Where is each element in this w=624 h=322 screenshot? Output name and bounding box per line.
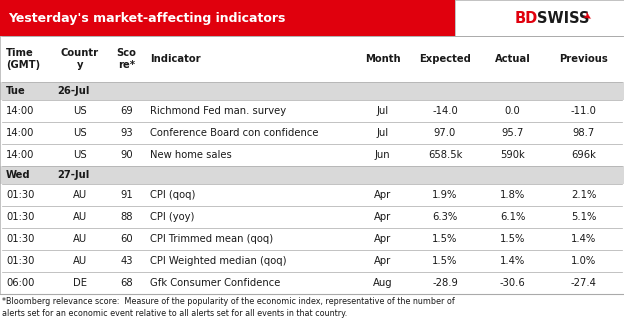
Text: 14:00: 14:00: [6, 106, 34, 116]
Text: CPI (qoq): CPI (qoq): [150, 190, 195, 200]
Text: 1.5%: 1.5%: [432, 234, 457, 244]
Text: Apr: Apr: [374, 190, 391, 200]
Bar: [0, 144, 624, 166]
Bar: [0, 166, 624, 184]
Text: 27-Jul: 27-Jul: [57, 170, 89, 180]
Bar: [0, 36, 624, 82]
Text: SWISS: SWISS: [537, 11, 590, 25]
Text: 01:30: 01:30: [6, 256, 34, 266]
Text: Gfk Consumer Confidence: Gfk Consumer Confidence: [150, 278, 280, 288]
Text: Sco
re*: Sco re*: [117, 48, 137, 70]
Text: 26-Jul: 26-Jul: [57, 86, 89, 96]
Text: Jul: Jul: [376, 106, 389, 116]
Text: 69: 69: [120, 106, 133, 116]
Text: CPI Trimmed mean (qoq): CPI Trimmed mean (qoq): [150, 234, 273, 244]
Text: 1.8%: 1.8%: [500, 190, 525, 200]
Bar: [0, 82, 624, 100]
Text: Countr
y: Countr y: [61, 48, 99, 70]
Text: 43: 43: [120, 256, 133, 266]
Text: Wed: Wed: [6, 170, 31, 180]
Text: 1.5%: 1.5%: [432, 256, 457, 266]
Text: 658.5k: 658.5k: [428, 150, 462, 160]
Text: 01:30: 01:30: [6, 234, 34, 244]
Bar: [0, 228, 624, 250]
Bar: [0, 0, 455, 36]
Text: Aug: Aug: [373, 278, 392, 288]
Text: Previous: Previous: [559, 54, 608, 64]
Text: CPI (yoy): CPI (yoy): [150, 212, 194, 222]
Text: Month: Month: [364, 54, 401, 64]
Text: DE: DE: [73, 278, 87, 288]
Text: 01:30: 01:30: [6, 190, 34, 200]
Text: 68: 68: [120, 278, 133, 288]
Bar: [0, 184, 624, 206]
Text: AU: AU: [73, 256, 87, 266]
Bar: [455, 0, 624, 36]
Text: 6.3%: 6.3%: [432, 212, 457, 222]
Bar: [0, 122, 624, 144]
Text: 01:30: 01:30: [6, 212, 34, 222]
Text: *Bloomberg relevance score:  Measure of the popularity of the economic index, re: *Bloomberg relevance score: Measure of t…: [2, 297, 455, 318]
Text: 60: 60: [120, 234, 133, 244]
Text: 06:00: 06:00: [6, 278, 34, 288]
Text: -28.9: -28.9: [432, 278, 458, 288]
Text: New home sales: New home sales: [150, 150, 232, 160]
Text: Yesterday's market-affecting indicators: Yesterday's market-affecting indicators: [8, 12, 285, 24]
Text: 14:00: 14:00: [6, 150, 34, 160]
Text: US: US: [73, 150, 87, 160]
Text: US: US: [73, 106, 87, 116]
Bar: [0, 100, 624, 122]
Text: -14.0: -14.0: [432, 106, 458, 116]
Text: 0.0: 0.0: [505, 106, 520, 116]
Text: 1.9%: 1.9%: [432, 190, 457, 200]
Text: 93: 93: [120, 128, 133, 138]
Text: US: US: [73, 128, 87, 138]
Text: 696k: 696k: [571, 150, 596, 160]
Text: Richmond Fed man. survey: Richmond Fed man. survey: [150, 106, 286, 116]
Text: Tue: Tue: [6, 86, 26, 96]
Text: 590k: 590k: [500, 150, 525, 160]
Text: Apr: Apr: [374, 234, 391, 244]
Text: Indicator: Indicator: [150, 54, 201, 64]
Text: 14:00: 14:00: [6, 128, 34, 138]
Text: -30.6: -30.6: [500, 278, 525, 288]
Text: -11.0: -11.0: [570, 106, 597, 116]
Text: 5.1%: 5.1%: [571, 212, 596, 222]
Text: Jul: Jul: [376, 128, 389, 138]
Text: 1.4%: 1.4%: [571, 234, 596, 244]
Text: CPI Weighted median (qoq): CPI Weighted median (qoq): [150, 256, 286, 266]
Text: -27.4: -27.4: [570, 278, 597, 288]
Text: 95.7: 95.7: [501, 128, 524, 138]
Bar: [0, 272, 624, 294]
Text: 1.4%: 1.4%: [500, 256, 525, 266]
Text: 1.0%: 1.0%: [571, 256, 596, 266]
Text: Actual: Actual: [495, 54, 530, 64]
Text: 1.5%: 1.5%: [500, 234, 525, 244]
Text: AU: AU: [73, 212, 87, 222]
Text: BD: BD: [514, 11, 537, 25]
Text: Apr: Apr: [374, 256, 391, 266]
Text: 91: 91: [120, 190, 133, 200]
Text: 2.1%: 2.1%: [571, 190, 596, 200]
Text: 97.0: 97.0: [434, 128, 456, 138]
Bar: [0, 250, 624, 272]
Text: 6.1%: 6.1%: [500, 212, 525, 222]
Text: ➤: ➤: [580, 10, 593, 24]
Text: 90: 90: [120, 150, 133, 160]
Text: Apr: Apr: [374, 212, 391, 222]
Text: 98.7: 98.7: [572, 128, 595, 138]
Text: Conference Board con confidence: Conference Board con confidence: [150, 128, 318, 138]
Bar: [0, 206, 624, 228]
Text: AU: AU: [73, 234, 87, 244]
Text: AU: AU: [73, 190, 87, 200]
Text: Jun: Jun: [374, 150, 391, 160]
Text: 88: 88: [120, 212, 133, 222]
Text: Expected: Expected: [419, 54, 471, 64]
Text: Time
(GMT): Time (GMT): [6, 48, 40, 70]
